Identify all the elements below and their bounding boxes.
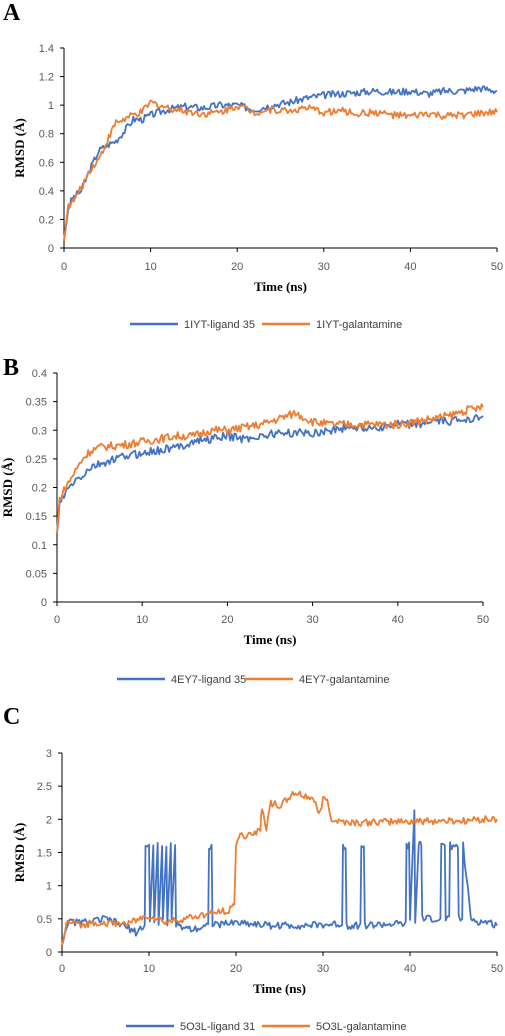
series-line-galantamine: [63, 99, 498, 242]
y-tick-label: 0.4: [32, 368, 47, 380]
x-tick-label: 10: [144, 261, 156, 273]
panel-label: B: [3, 355, 20, 381]
x-tick-label: 10: [136, 614, 148, 626]
x-tick-label: 20: [231, 261, 243, 273]
legend-label: 4EY7-galantamine: [299, 674, 390, 686]
y-tick-label: 0.8: [39, 129, 54, 141]
series-line-galantamine: [61, 790, 498, 946]
legend-label: 1IYT-galantamine: [316, 319, 402, 331]
x-axis-title: Time (ns): [254, 279, 307, 294]
legend-label: 5O3L-ligand 31: [180, 1021, 255, 1033]
x-tick-label: 40: [404, 261, 416, 273]
y-tick-label: 0.2: [39, 214, 54, 226]
y-tick-label: 1: [46, 881, 52, 893]
y-tick-label: 0.5: [37, 914, 52, 926]
y-tick-label: 3: [46, 748, 52, 760]
x-tick-label: 40: [404, 963, 416, 975]
y-tick-label: 1.2: [39, 72, 54, 84]
y-tick-label: 0.4: [39, 186, 54, 198]
legend-label: 1IYT-ligand 35: [184, 319, 255, 331]
panel-label: C: [3, 704, 21, 730]
x-tick-label: 50: [477, 614, 489, 626]
y-tick-label: 0: [46, 947, 52, 959]
x-tick-label: 20: [221, 614, 233, 626]
y-tick-label: 1.5: [37, 848, 52, 860]
y-tick-label: 0.2: [32, 483, 47, 495]
y-tick-label: 0.1: [32, 540, 47, 552]
x-tick-label: 10: [143, 963, 155, 975]
x-axis-title: Time (ns): [253, 981, 306, 996]
y-tick-label: 0.25: [26, 454, 47, 466]
y-axis-title: RMSD (Å): [12, 823, 27, 883]
series-line-ligand: [63, 85, 498, 242]
y-tick-label: 0.15: [26, 511, 47, 523]
series-line-ligand: [56, 414, 484, 534]
y-tick-label: 2.5: [37, 781, 52, 793]
x-tick-label: 30: [318, 261, 330, 273]
y-axis-title: RMSD (Å): [0, 458, 15, 518]
y-axis-title: RMSD (Å): [12, 118, 27, 178]
legend-label: 5O3L-galantamine: [316, 1021, 407, 1033]
x-tick-label: 30: [317, 963, 329, 975]
y-tick-label: 0.05: [26, 568, 47, 580]
panel-label: A: [3, 0, 21, 26]
x-tick-label: 0: [59, 963, 65, 975]
y-tick-label: 0.6: [39, 157, 54, 169]
y-tick-label: 2: [46, 814, 52, 826]
x-tick-label: 0: [61, 261, 67, 273]
y-tick-label: 1.4: [39, 43, 54, 55]
x-tick-label: 40: [392, 614, 404, 626]
panel-c: C 0 0.5 1 1.5 2 2.5 3 0 10 20 30 40 50 Time (ns) RMSD …: [0, 700, 505, 1036]
panel-b: B 0 0.05 0.1 0.15 0.2 0.25 0.3 0.35 0.4 0 10 20 30 40…: [0, 355, 505, 695]
y-tick-label: 1: [48, 100, 54, 112]
series-line-ligand: [61, 809, 498, 946]
x-tick-label: 50: [491, 963, 503, 975]
series-line-galantamine: [56, 403, 484, 534]
y-tick-label: 0: [48, 243, 54, 255]
chart-a: 0 0.2 0.4 0.6 0.8 1 1.2 1.4 0 10 20 30 40 50 Time (ns)…: [12, 43, 503, 331]
y-tick-label: 0.3: [32, 425, 47, 437]
x-tick-label: 20: [230, 963, 242, 975]
y-tick-label: 0.35: [26, 397, 47, 409]
x-tick-label: 50: [491, 261, 503, 273]
legend-label: 4EY7-ligand 35: [171, 674, 246, 686]
x-tick-label: 30: [306, 614, 318, 626]
panel-a: A 0 0.2 0.4 0.6 0.8 1 1.2 1.4 0 10 20 30 40 50 Time (n…: [0, 0, 505, 345]
chart-b: 0 0.05 0.1 0.15 0.2 0.25 0.3 0.35 0.4 0 10 20 30 40 50…: [0, 368, 489, 686]
x-axis-title: Time (ns): [244, 632, 297, 647]
y-tick-label: 0: [41, 597, 47, 609]
x-tick-label: 0: [54, 614, 60, 626]
